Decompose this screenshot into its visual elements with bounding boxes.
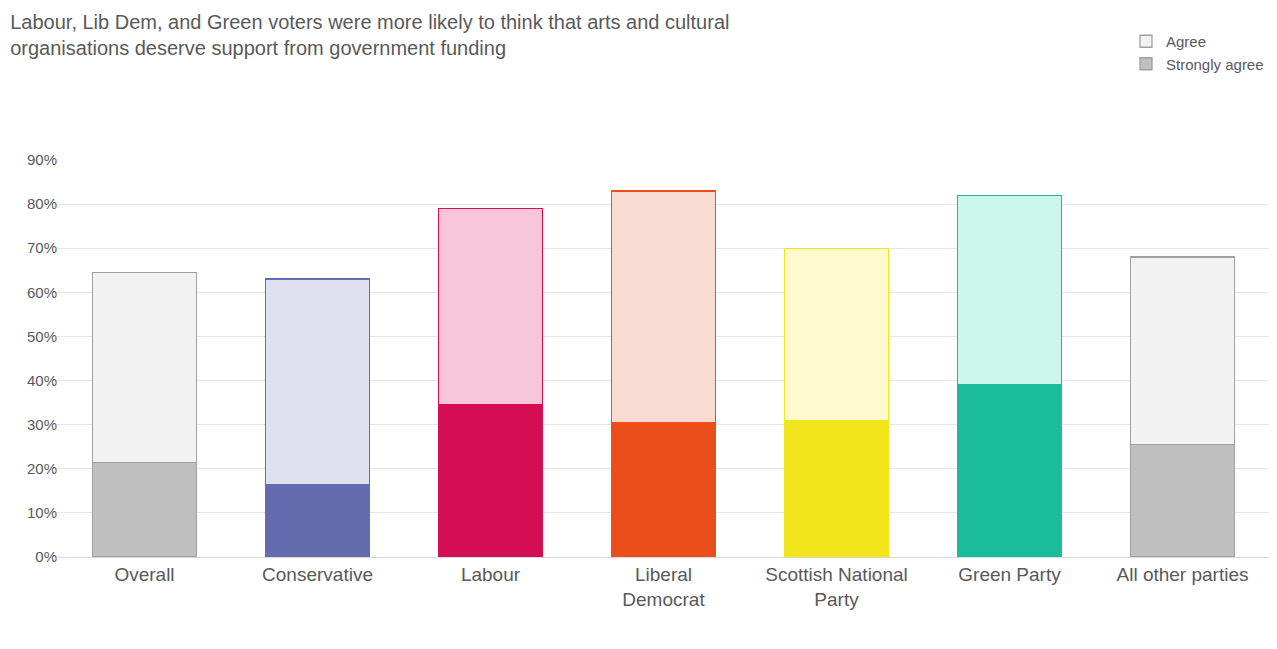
- svg-text:Labour, Lib Dem, and Green vot: Labour, Lib Dem, and Green voters were m…: [10, 11, 729, 59]
- svg-text:50%: 50%: [27, 328, 57, 345]
- svg-text:Conservative: Conservative: [262, 564, 373, 585]
- svg-text:Agree: Agree: [1166, 33, 1206, 50]
- svg-text:Green Party: Green Party: [958, 564, 1061, 585]
- svg-text:20%: 20%: [27, 460, 57, 477]
- svg-text:10%: 10%: [27, 504, 57, 521]
- svg-text:80%: 80%: [27, 195, 57, 212]
- svg-text:Strongly agree: Strongly agree: [1166, 56, 1264, 73]
- svg-text:LiberalDemocrat: LiberalDemocrat: [622, 564, 705, 610]
- svg-text:40%: 40%: [27, 372, 57, 389]
- svg-text:30%: 30%: [27, 416, 57, 433]
- svg-text:70%: 70%: [27, 239, 57, 256]
- svg-text:0%: 0%: [35, 548, 57, 565]
- svg-text:Scottish NationalParty: Scottish NationalParty: [765, 564, 908, 610]
- svg-text:90%: 90%: [27, 151, 57, 168]
- svg-text:Labour: Labour: [461, 564, 521, 585]
- svg-text:60%: 60%: [27, 284, 57, 301]
- svg-text:All other parties: All other parties: [1116, 564, 1248, 585]
- svg-text:Overall: Overall: [114, 564, 174, 585]
